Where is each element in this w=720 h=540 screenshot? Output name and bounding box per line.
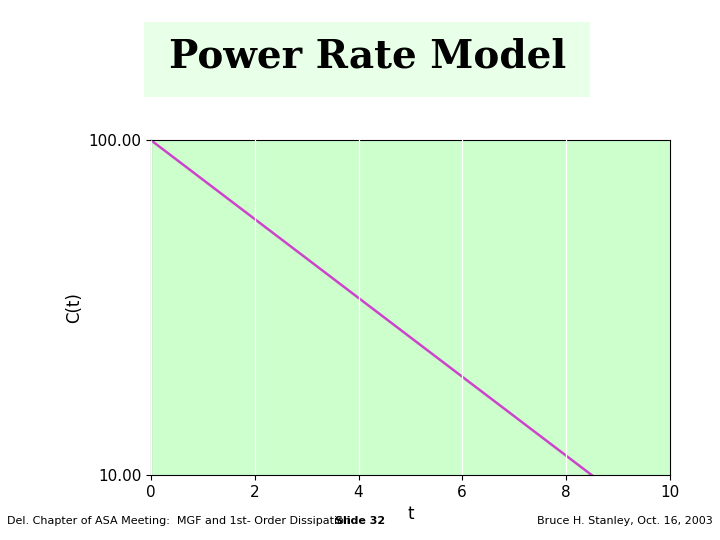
X-axis label: t: t [407,505,414,523]
Text: Del. Chapter of ASA Meeting:  MGF and 1st- Order Dissipation: Del. Chapter of ASA Meeting: MGF and 1st… [7,516,351,526]
Text: Slide 32: Slide 32 [335,516,385,526]
Y-axis label: C(t): C(t) [65,292,83,323]
Text: Power Rate Model: Power Rate Model [168,38,566,76]
Text: Bruce H. Stanley, Oct. 16, 2003: Bruce H. Stanley, Oct. 16, 2003 [537,516,713,526]
